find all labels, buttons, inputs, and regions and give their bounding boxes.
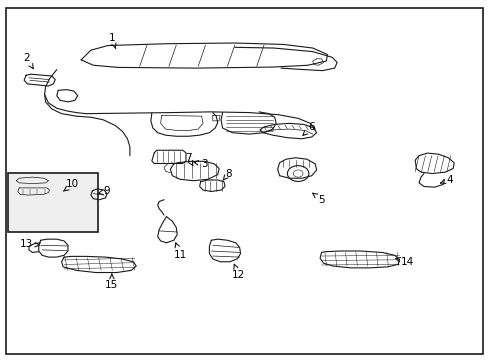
Text: 8: 8 — [223, 168, 232, 180]
Bar — [8, 173, 98, 232]
Text: 14: 14 — [395, 257, 414, 267]
Text: 11: 11 — [173, 243, 186, 260]
Text: 7: 7 — [185, 153, 193, 166]
Text: 15: 15 — [105, 274, 118, 290]
Text: 10: 10 — [63, 179, 79, 191]
Text: 5: 5 — [312, 193, 324, 205]
Text: 1: 1 — [108, 33, 116, 49]
Text: 13: 13 — [20, 239, 40, 249]
Text: 4: 4 — [440, 175, 452, 185]
Text: 6: 6 — [302, 122, 314, 135]
Text: 3: 3 — [193, 159, 207, 169]
Text: 2: 2 — [23, 53, 33, 69]
Text: 12: 12 — [231, 264, 245, 280]
Text: 9: 9 — [98, 186, 110, 197]
